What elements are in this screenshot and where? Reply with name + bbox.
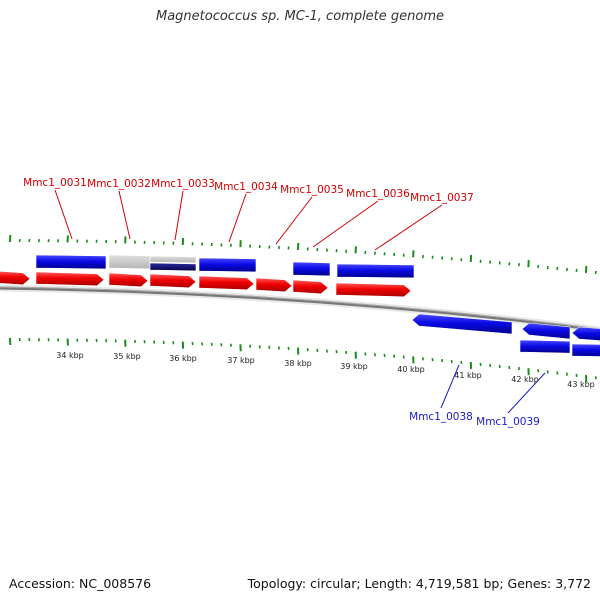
- gene-labels[interactable]: Mmc1_0031 Mmc1_0032 Mmc1_0033 Mmc1_0034 Mmc1…: [23, 177, 546, 428]
- scale-label: 41 kbp: [454, 371, 482, 380]
- cds-feature[interactable]: [35, 271, 105, 287]
- genome-backbone: [0, 284, 600, 334]
- scale-label: 38 kbp: [284, 359, 312, 368]
- cds-feature[interactable]: [335, 282, 412, 298]
- cds-feature[interactable]: [198, 257, 257, 273]
- gene-leader-line: [374, 204, 443, 251]
- scale-label: 36 kbp: [169, 354, 197, 363]
- cds-feature[interactable]: [519, 339, 571, 354]
- cds-feature[interactable]: [571, 343, 600, 357]
- gene-leader-line: [54, 189, 73, 240]
- gene-leader-line: [312, 200, 379, 248]
- cds-feature[interactable]: [521, 322, 571, 340]
- cds-feature[interactable]: [149, 273, 197, 289]
- gene-label[interactable]: Mmc1_0035: [280, 184, 344, 196]
- scale-label: 39 kbp: [340, 362, 368, 371]
- gene-leader-line: [275, 196, 313, 245]
- cds-features[interactable]: [0, 254, 600, 357]
- gene-leader-line: [118, 190, 131, 240]
- scale-label: 37 kbp: [227, 356, 255, 365]
- scale-label: 35 kbp: [113, 352, 141, 361]
- gene-leader-line: [507, 372, 546, 414]
- scale-label: 43 kbp: [567, 380, 595, 389]
- cds-feature[interactable]: [108, 254, 151, 270]
- cds-feature[interactable]: [35, 254, 107, 270]
- gene-label[interactable]: Mmc1_0034: [214, 181, 278, 193]
- gene-label[interactable]: Mmc1_0036: [346, 188, 410, 200]
- cds-feature[interactable]: [411, 313, 513, 335]
- cds-feature[interactable]: [255, 277, 293, 293]
- gene-label[interactable]: Mmc1_0032: [87, 178, 151, 190]
- gene-label[interactable]: Mmc1_0033: [151, 178, 215, 190]
- scale-labels: 34 kbp 35 kbp 36 kbp 37 kbp 38 kbp 39 kbp 40 k…: [56, 351, 595, 389]
- cds-feature[interactable]: [292, 261, 331, 277]
- genome-summary-text: Topology: circular; Length: 4,719,581 bp…: [247, 576, 591, 591]
- cds-feature[interactable]: [149, 262, 197, 272]
- cds-feature[interactable]: [149, 255, 197, 264]
- gene-leader-line: [440, 364, 460, 409]
- gene-leader-line: [228, 193, 247, 243]
- cds-feature[interactable]: [336, 263, 415, 279]
- genome-title: Magnetococcus sp. MC-1, complete genome: [155, 9, 445, 24]
- accession-text: Accession: NC_008576: [9, 576, 152, 591]
- scale-label: 42 kbp: [511, 375, 539, 384]
- gene-label[interactable]: Mmc1_0037: [410, 192, 474, 204]
- tick-marks: [9, 234, 597, 383]
- gene-label[interactable]: Mmc1_0031: [23, 177, 87, 189]
- gene-leader-line: [174, 190, 184, 241]
- gene-label[interactable]: Mmc1_0039: [476, 416, 540, 428]
- cds-feature[interactable]: [0, 271, 31, 286]
- cds-feature[interactable]: [108, 272, 149, 288]
- cds-feature[interactable]: [292, 279, 329, 295]
- gene-label[interactable]: Mmc1_0038: [409, 411, 473, 423]
- cds-feature[interactable]: [198, 275, 255, 291]
- scale-label: 34 kbp: [56, 351, 84, 360]
- scale-label: 40 kbp: [397, 365, 425, 374]
- cds-feature[interactable]: [571, 326, 600, 341]
